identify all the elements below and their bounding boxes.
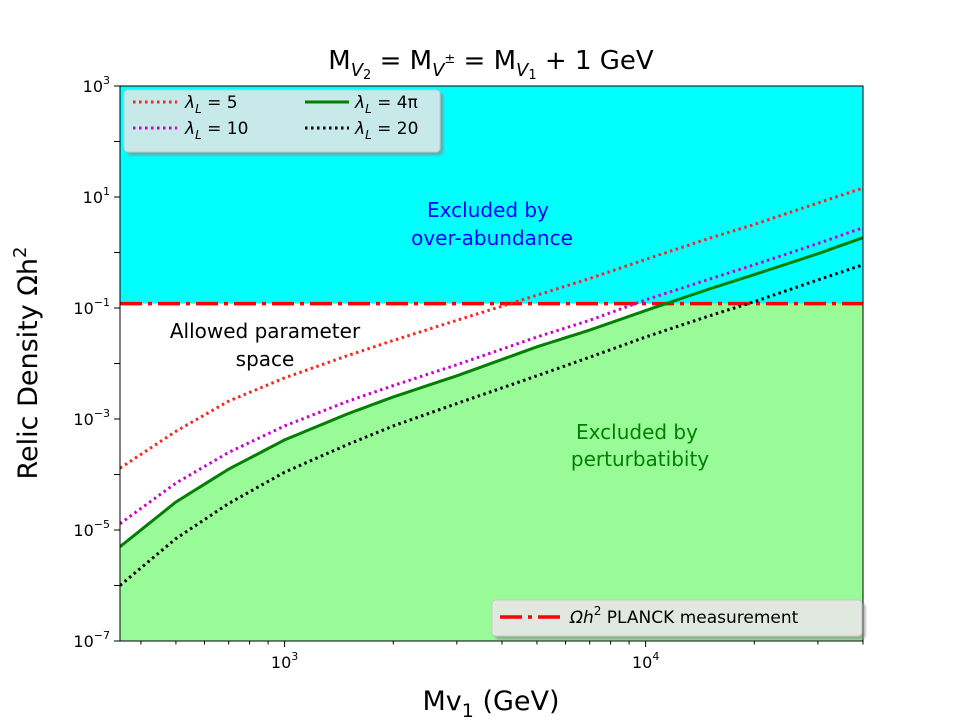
curve-lambda-20 [120, 263, 863, 587]
perturbativity-label-1: Excluded by [576, 420, 698, 444]
x-axis-label: Mv1 (GeV) [422, 686, 559, 721]
legend-label-planck: Ωh2 PLANCK measurement [569, 604, 799, 628]
legend: λL = 5 λL = 10 λL = 4π λL = 20 [123, 89, 441, 153]
y-tick-label: 10−3 [73, 407, 110, 429]
y-tick-label: 10−1 [73, 296, 110, 318]
legend-label-lambda-4pi: λL = 4π [354, 93, 418, 116]
legend-label-lambda-5: λL = 5 [184, 93, 238, 116]
curve-lambda-10 [120, 226, 863, 525]
perturbativity-region [120, 303, 863, 641]
y-tick-label: 10−5 [73, 518, 110, 540]
y-tick-label: 10−7 [73, 629, 110, 651]
over-abundance-label-1: Excluded by [427, 198, 549, 222]
x-axis-ticks: 103 104 [140, 641, 864, 672]
curve-lambda-4pi [120, 236, 863, 548]
y-axis-label: Relic Density Ωh2 [10, 246, 44, 479]
legend-label-lambda-20: λL = 20 [354, 119, 418, 142]
perturbativity-label-2: perturbatibity [571, 447, 709, 471]
allowed-region-label-1: Allowed parameter [170, 319, 361, 343]
plot-area [120, 86, 863, 641]
y-tick-label: 103 [83, 74, 110, 96]
y-axis-ticks: 10−7 10−5 10−3 10−1 101 103 [73, 74, 120, 651]
over-abundance-label-2: over-abundance [411, 226, 573, 250]
planck-legend: Ωh2 PLANCK measurement [491, 599, 863, 637]
allowed-region-label-2: space [236, 347, 295, 371]
x-tick-label: 104 [632, 650, 659, 672]
x-tick-label: 103 [271, 650, 298, 672]
y-tick-label: 101 [83, 185, 110, 207]
chart-title: MV2 = MV± = MV1 + 1 GeV [328, 46, 654, 83]
legend-label-lambda-10: λL = 10 [184, 119, 248, 142]
